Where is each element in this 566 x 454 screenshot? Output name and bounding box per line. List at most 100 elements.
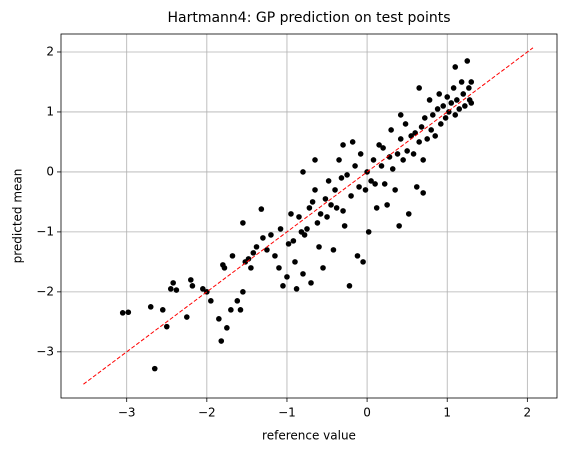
point: [258, 206, 265, 212]
point: [468, 100, 475, 106]
point: [354, 253, 361, 259]
point: [357, 151, 364, 157]
point: [341, 223, 348, 229]
point: [338, 175, 345, 181]
point: [218, 338, 225, 344]
point: [284, 274, 290, 280]
point: [268, 232, 274, 238]
point: [460, 91, 467, 97]
point: [346, 283, 353, 289]
point: [410, 151, 417, 157]
point: [392, 187, 398, 193]
point: [332, 187, 338, 193]
point: [234, 298, 241, 304]
point: [229, 253, 236, 259]
point: [301, 232, 308, 238]
point: [356, 184, 362, 190]
point: [397, 136, 404, 142]
point: [448, 100, 455, 106]
point: [285, 241, 292, 247]
y-tick-label: 1: [46, 104, 54, 118]
x-tick-label: 1: [443, 406, 451, 420]
point: [260, 235, 266, 241]
reference-line: [83, 47, 534, 385]
y-tick-label: 0: [46, 164, 54, 178]
point: [348, 193, 354, 199]
point: [308, 280, 314, 286]
point: [324, 214, 330, 220]
x-axis-label: reference value: [262, 429, 356, 443]
point: [119, 310, 126, 316]
point: [404, 148, 410, 154]
point: [344, 172, 350, 178]
point: [394, 151, 401, 157]
point: [296, 214, 302, 220]
point: [388, 127, 394, 133]
point: [290, 238, 297, 244]
point: [381, 181, 388, 187]
point: [221, 265, 228, 271]
x-tick-label: 0: [363, 406, 371, 420]
point: [428, 127, 434, 133]
point: [421, 115, 428, 121]
point: [237, 307, 244, 313]
point: [426, 97, 433, 103]
point: [450, 85, 457, 91]
point: [159, 307, 166, 313]
point: [468, 79, 475, 85]
x-tick-label: −2: [198, 406, 216, 420]
point: [360, 259, 366, 265]
point: [276, 265, 282, 271]
point: [396, 223, 402, 229]
point: [400, 157, 406, 163]
point: [316, 244, 322, 250]
point: [378, 163, 385, 169]
point: [147, 304, 154, 310]
x-tick-label: −3: [118, 406, 136, 420]
point: [405, 211, 412, 217]
point: [402, 121, 409, 127]
chart-title: Hartmann4: GP prediction on test points: [167, 10, 450, 26]
point: [253, 244, 260, 250]
point: [456, 106, 463, 112]
point: [312, 187, 318, 193]
y-tick-label: −1: [36, 224, 54, 238]
point: [309, 199, 316, 205]
point: [446, 109, 452, 115]
point: [322, 196, 329, 202]
point: [438, 121, 444, 127]
point: [173, 287, 180, 293]
x-tick-label: 2: [524, 406, 532, 420]
point: [317, 211, 324, 217]
point: [418, 124, 425, 130]
point: [386, 154, 393, 160]
point: [240, 289, 246, 295]
point: [429, 112, 436, 118]
y-tick-label: −2: [36, 284, 54, 298]
point: [340, 208, 346, 214]
point: [373, 205, 380, 211]
point: [314, 220, 321, 226]
point: [416, 85, 422, 91]
point: [200, 286, 206, 292]
point: [245, 256, 252, 262]
point: [240, 220, 246, 226]
point: [272, 253, 278, 259]
point: [340, 142, 346, 148]
y-tick-label: 2: [46, 44, 54, 58]
point: [216, 316, 222, 322]
point: [264, 247, 270, 253]
point: [167, 286, 174, 292]
point: [349, 139, 356, 145]
point: [288, 211, 294, 217]
point: [376, 142, 382, 148]
point: [170, 280, 176, 286]
point: [208, 298, 214, 304]
plot-frame: [60, 33, 558, 399]
point: [277, 226, 284, 232]
point: [380, 145, 386, 151]
point: [365, 229, 372, 235]
x-tick-label: −1: [278, 406, 296, 420]
point: [163, 323, 170, 330]
